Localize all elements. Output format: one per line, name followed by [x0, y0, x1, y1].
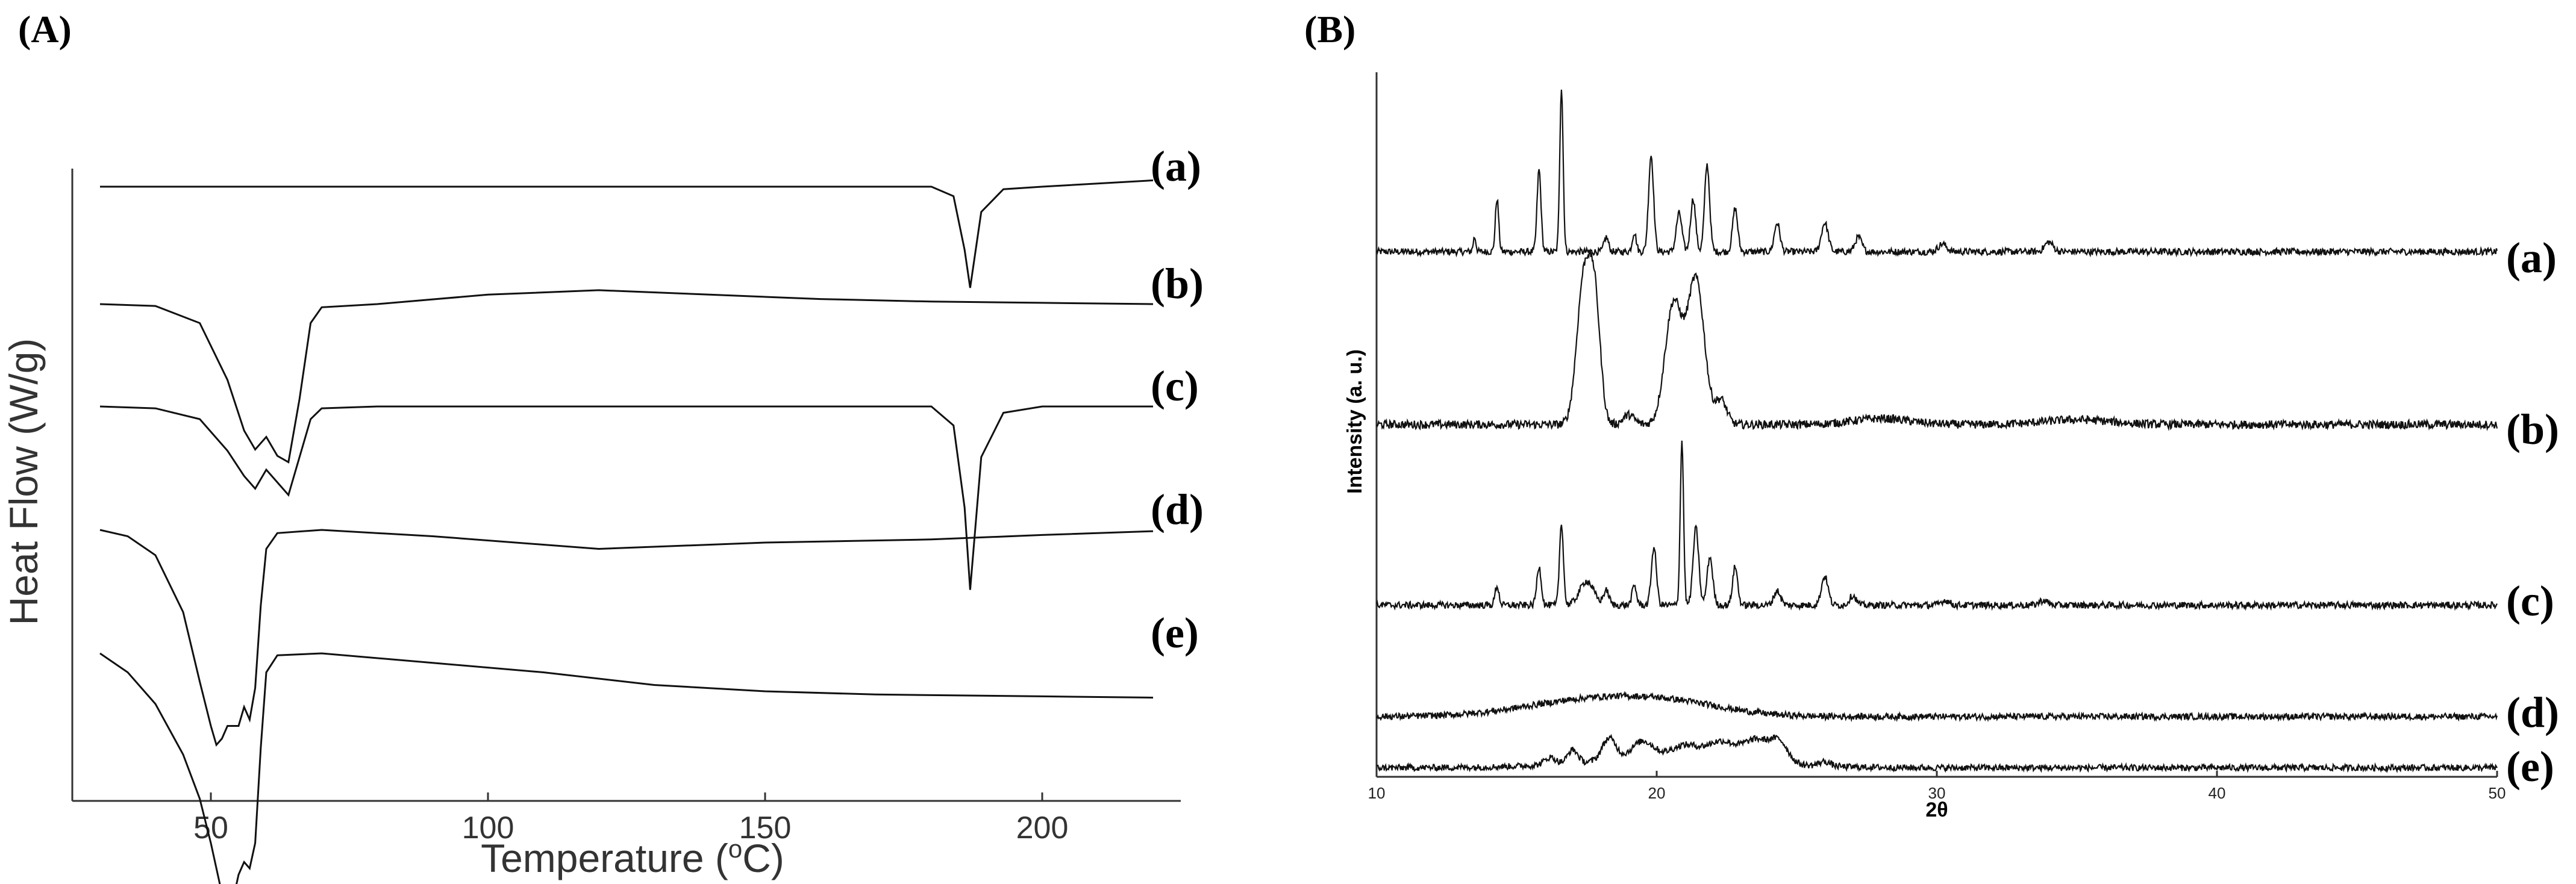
panel-b-xrd-chart: (B) 10 20 30 40 50 (a) (b) (c) (d) (e) 2θ Intens…: [1304, 8, 2559, 821]
panel-a-curve-label: (b): [1151, 260, 1204, 308]
panel-b-curve-c: [1375, 440, 2498, 611]
panel-b-x-tick-label: 50: [2489, 784, 2506, 802]
panel-a-curve-label: (d): [1151, 485, 1204, 534]
panel-a-curve-labels: (a) (b) (c) (d) (e): [1151, 142, 1204, 657]
panel-b-curve-label: (a): [2506, 234, 2557, 282]
panel-a-x-ticks: 50 100 150 200: [193, 792, 1068, 845]
panel-b-curve-label: (c): [2506, 577, 2554, 625]
panel-b-x-tick-label: 30: [1928, 784, 1946, 802]
panel-b-x-axis-title: 2θ: [1925, 798, 1948, 821]
panel-b-curve-b: [1376, 248, 2498, 432]
panel-b-y-axis-title: Intensity (a. u.): [1343, 349, 1366, 494]
panel-a-curve-c: [99, 405, 1153, 590]
panel-b-curve-label: (e): [2506, 742, 2554, 791]
panel-b-x-tick-label: 40: [2209, 784, 2226, 802]
panel-a-curve-b: [99, 289, 1154, 464]
panel-b-curves: [1375, 89, 2498, 774]
panel-a-curve-label: (e): [1151, 609, 1199, 657]
panel-a-y-axis-title: Heat Flow (W/g): [1, 338, 46, 626]
panel-b-curve-e: [1376, 733, 2498, 774]
panel-a-curve-e: [99, 652, 1154, 884]
panel-a-x-tick-label: 100: [462, 811, 514, 845]
panel-a-x-axis-title-sup: o: [728, 835, 742, 863]
panel-a-label: (A): [18, 8, 72, 51]
panel-b-curve-d: [1376, 691, 2498, 723]
panel-b-label: (B): [1304, 8, 1355, 51]
panel-b-x-tick-label: 10: [1368, 784, 1386, 802]
panel-a-x-tick-label: 200: [1016, 811, 1069, 845]
panel-a-curve-a: [100, 179, 1154, 288]
panel-a-x-tick-label: 150: [739, 811, 792, 845]
panel-a-x-axis-title-main: Temperature (: [481, 836, 728, 880]
panel-b-x-tick-label: 20: [1648, 784, 1666, 802]
panel-b-curve-label: (b): [2506, 405, 2559, 453]
panel-a-x-axis-title: Temperature (oC): [481, 835, 784, 880]
panel-b-curve-labels: (a) (b) (c) (d) (e): [2506, 234, 2559, 791]
panel-b-curve-label: (d): [2506, 688, 2559, 736]
panel-a-curve-label: (c): [1151, 362, 1199, 410]
panel-b-curve-a: [1375, 89, 2498, 258]
panel-a-x-axis-title-suffix: C): [742, 836, 784, 880]
panel-a-dsc-chart: (A) 50 100 150 200 (a)(b)(c)(d)(e) Temperat…: [1, 8, 1204, 884]
panel-a-curves: [99, 179, 1154, 884]
panel-b-x-ticks: 10 20 30 40 50: [1368, 771, 2506, 802]
panel-a-curve-label: (a): [1151, 142, 1201, 190]
panel-a-curve-d: [99, 529, 1154, 747]
